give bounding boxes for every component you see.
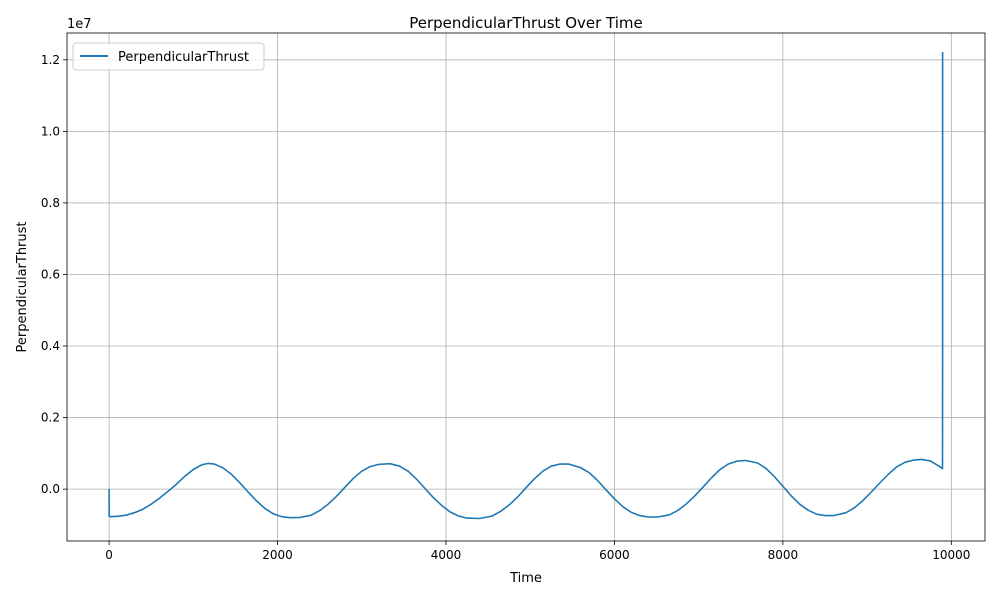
y-axis-label: PerpendicularThrust: [15, 221, 30, 352]
legend-box: [72, 42, 265, 71]
y-tick-label: 0.8: [41, 196, 60, 210]
x-tick-label: 2000: [262, 548, 293, 562]
chart-title: PerpendicularThrust Over Time: [409, 14, 643, 32]
plot-area: [108, 52, 944, 520]
x-tick-label: 0: [105, 548, 113, 562]
x-tick-label: 10000: [932, 548, 970, 562]
x-axis-label: Time: [509, 571, 542, 586]
x-tick-label: 4000: [431, 548, 462, 562]
x-axis: 0 2000 4000 6000 8000 10000: [105, 541, 970, 562]
y-tick-label: 0.6: [41, 267, 60, 281]
series-line-perpendicularthrust: [108, 52, 944, 520]
y-axis: 0.0 0.2 0.4 0.6 0.8 1.0 1.2: [41, 53, 67, 496]
legend: PerpendicularThrust: [72, 42, 265, 71]
grid-lines: [67, 33, 985, 541]
y-tick-label: 0.4: [41, 339, 60, 353]
y-tick-label: 0.2: [41, 411, 60, 425]
axes-frame: [66, 32, 986, 542]
y-offset-label: 1e7: [67, 17, 92, 32]
x-tick-label: 8000: [768, 548, 799, 562]
x-tick-label: 6000: [599, 548, 630, 562]
y-tick-label: 0.0: [41, 482, 60, 496]
y-tick-label: 1.0: [41, 124, 60, 138]
legend-label: PerpendicularThrust: [118, 50, 249, 65]
y-tick-label: 1.2: [41, 53, 60, 67]
